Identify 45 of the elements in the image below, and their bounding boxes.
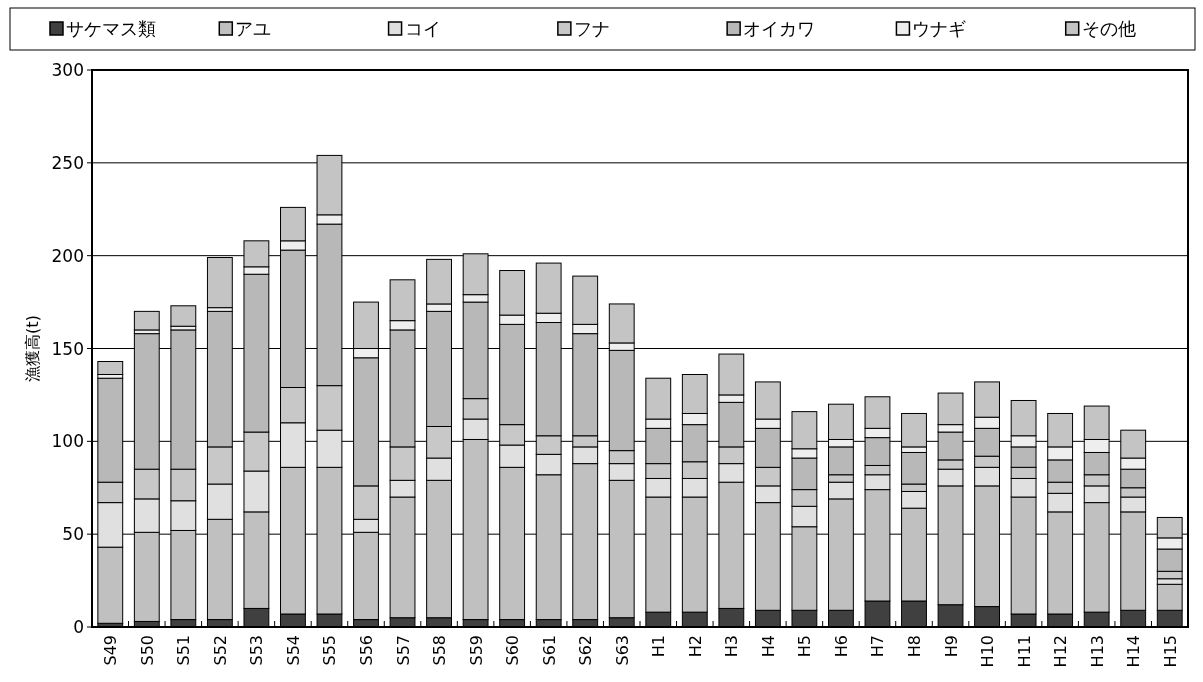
x-tick-label: S59 <box>466 635 486 666</box>
x-tick-label: H10 <box>978 635 998 668</box>
x-tick-label: H7 <box>868 635 888 658</box>
x-tick-label: H15 <box>1160 635 1180 668</box>
x-tick-label: S51 <box>174 635 194 666</box>
y-tick-label: 150 <box>51 338 84 359</box>
legend-label: コイ <box>404 18 441 39</box>
x-tick-label: H6 <box>831 635 851 658</box>
x-tick-label: H12 <box>1051 635 1071 668</box>
x-tick-label: S55 <box>320 635 340 666</box>
x-tick-label: S50 <box>137 635 157 666</box>
x-tick-label: S63 <box>612 635 632 666</box>
x-tick-label: H8 <box>905 635 924 658</box>
x-tick-label: S49 <box>101 635 121 666</box>
legend-label: サケマス類 <box>66 18 156 39</box>
y-axis-title: 漁獲高(t) <box>23 315 42 382</box>
x-tick-label: S61 <box>539 635 559 666</box>
legend-label: フナ <box>573 18 610 39</box>
x-tick-label: H11 <box>1014 635 1034 668</box>
x-tick-label: H5 <box>795 635 815 658</box>
legend-label: オイカワ <box>743 18 816 39</box>
x-tick-label: S52 <box>210 635 230 666</box>
x-tick-label: H3 <box>722 635 742 658</box>
legend-label: ウナギ <box>912 18 967 39</box>
y-tick-label: 50 <box>62 524 84 545</box>
x-tick-label: H4 <box>758 635 778 658</box>
legend-label: その他 <box>1081 18 1136 39</box>
x-tick-label: H14 <box>1124 635 1144 668</box>
legend-label: アユ <box>235 18 272 39</box>
y-tick-label: 300 <box>51 60 84 80</box>
x-tick-label: H1 <box>649 635 669 658</box>
x-tick-label: S58 <box>430 635 450 666</box>
x-tick-label: H9 <box>941 635 961 658</box>
x-tick-label: H13 <box>1087 635 1107 668</box>
x-tick-label: S56 <box>357 635 376 666</box>
y-tick-label: 250 <box>51 152 84 173</box>
x-tick-label: S53 <box>247 635 267 666</box>
y-tick-label: 0 <box>73 617 84 637</box>
x-tick-label: S54 <box>283 635 303 666</box>
x-tick-label: S62 <box>576 635 596 666</box>
y-tick-label: 200 <box>51 245 84 266</box>
x-tick-label: S57 <box>393 635 413 666</box>
x-tick-label: H2 <box>685 635 705 658</box>
x-tick-label: S60 <box>503 635 523 666</box>
y-tick-label: 100 <box>51 431 84 452</box>
